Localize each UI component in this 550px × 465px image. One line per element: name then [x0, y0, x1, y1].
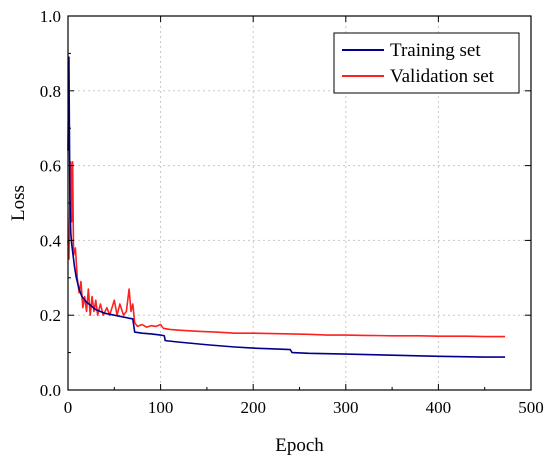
y-tick-label: 0.4	[40, 231, 62, 250]
x-tick-label: 400	[426, 398, 452, 417]
series-line-validation	[67, 161, 506, 338]
x-tick-label: 100	[148, 398, 174, 417]
y-tick-label: 0.0	[40, 381, 61, 400]
legend-label-training: Training set	[390, 40, 481, 61]
y-tick-label: 0.6	[40, 157, 61, 176]
series-layer	[67, 56, 506, 358]
x-tick-label: 500	[518, 398, 544, 417]
series-line-training	[67, 56, 506, 358]
y-tick-label: 0.2	[40, 306, 61, 325]
x-tick-label: 300	[333, 398, 359, 417]
legend-box	[333, 32, 520, 94]
x-tick-label: 200	[240, 398, 266, 417]
x-axis-title: Epoch	[275, 435, 324, 456]
y-axis-title: Loss	[8, 185, 29, 221]
x-tick-label: 0	[64, 398, 73, 417]
ticks: 0 100 200 300 400 500 0.0 0.2 0.4 0.6 0.8 1.0	[40, 7, 544, 417]
y-tick-label: 1.0	[40, 7, 61, 26]
y-tick-label: 0.8	[40, 82, 61, 101]
legend: Training set Validation set	[333, 32, 520, 94]
legend-label-validation: Validation set	[390, 66, 495, 87]
